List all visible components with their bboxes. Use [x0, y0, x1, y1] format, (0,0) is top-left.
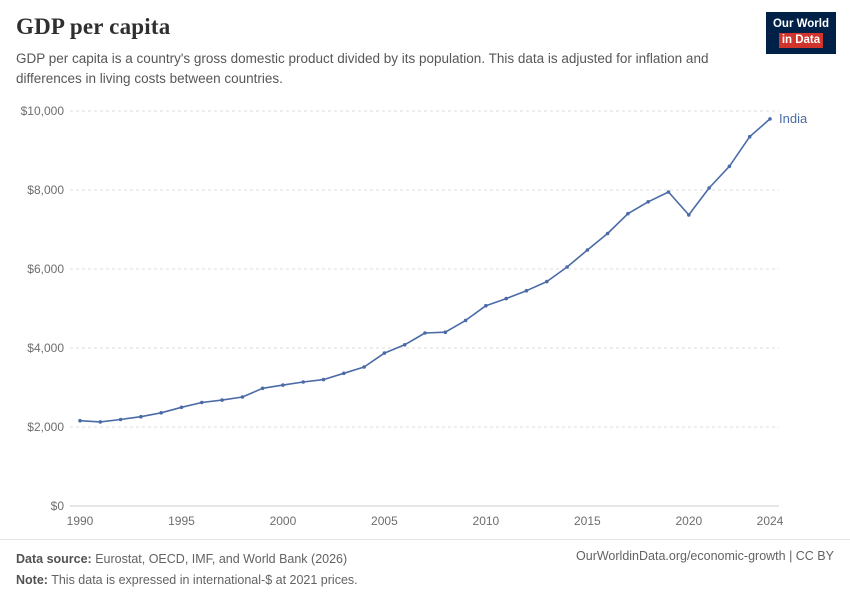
data-point[interactable] — [605, 231, 610, 236]
data-point[interactable] — [707, 186, 711, 190]
data-point[interactable] — [402, 343, 407, 347]
x-tick-label: 1990 — [67, 514, 94, 528]
data-point[interactable] — [200, 400, 204, 405]
x-tick-label: 2010 — [473, 514, 500, 528]
footer-source-note: Data source: Eurostat, OECD, IMF, and Wo… — [16, 549, 358, 590]
data-point[interactable] — [727, 164, 732, 169]
data-point[interactable] — [768, 117, 772, 121]
x-tick-label: 2020 — [675, 514, 702, 528]
data-point[interactable] — [747, 134, 752, 139]
data-source-line: Data source: Eurostat, OECD, IMF, and Wo… — [16, 549, 358, 570]
y-tick-label: $6,000 — [27, 262, 64, 276]
note-label: Note: — [16, 572, 48, 587]
owid-logo-line1: Our World — [772, 18, 829, 30]
data-point[interactable] — [463, 318, 468, 323]
y-tick-label: $10,000 — [21, 104, 65, 118]
data-point[interactable] — [179, 405, 184, 410]
data-point[interactable] — [139, 414, 143, 419]
page-title: GDP per capita — [16, 14, 171, 39]
data-point[interactable] — [301, 380, 306, 384]
data-source-text: Eurostat, OECD, IMF, and World Bank (202… — [91, 552, 348, 566]
data-point[interactable] — [260, 386, 265, 391]
data-point[interactable] — [321, 377, 326, 382]
data-point[interactable] — [626, 211, 630, 216]
data-point[interactable] — [443, 330, 448, 334]
data-point[interactable] — [362, 365, 366, 369]
chart-area: $0 $2,000 $4,000 $6,000 $8,000 $10,000 1990 199… — [0, 96, 850, 536]
data-point[interactable] — [565, 265, 569, 269]
x-tick-label: 2024 — [757, 514, 784, 528]
x-tick-label: 1995 — [168, 514, 195, 528]
data-point[interactable] — [118, 417, 123, 422]
data-point[interactable] — [281, 383, 285, 387]
x-tick-label: 2000 — [270, 514, 297, 528]
data-point[interactable] — [159, 411, 163, 415]
data-point[interactable] — [78, 418, 82, 423]
data-point[interactable] — [423, 331, 427, 335]
data-point[interactable] — [666, 190, 671, 194]
y-tick-label: $4,000 — [27, 341, 64, 355]
series-line-india[interactable] — [79, 118, 771, 423]
data-point[interactable] — [220, 398, 224, 402]
chart-subtitle: GDP per capita is a country's gross dome… — [16, 51, 709, 87]
chart-footer: Data source: Eurostat, OECD, IMF, and Wo… — [0, 539, 850, 600]
y-tick-label: $2,000 — [27, 420, 64, 434]
y-tick-label: $0 — [51, 499, 65, 513]
note-line: Note: This data is expressed in internat… — [16, 570, 358, 591]
data-point[interactable] — [646, 200, 650, 204]
x-tick-label: 2005 — [371, 514, 398, 528]
chart-header: GDP per capita GDP per capita is a count… — [0, 0, 850, 90]
owid-logo[interactable]: Our World in Data — [765, 12, 836, 54]
owid-logo-line2: in Data — [778, 32, 824, 48]
gdp-line-chart[interactable]: $0 $2,000 $4,000 $6,000 $8,000 $10,000 1990 199… — [0, 96, 850, 536]
data-point[interactable] — [484, 303, 488, 308]
data-point[interactable] — [687, 213, 691, 217]
data-point[interactable] — [504, 296, 509, 301]
owid-attribution-link[interactable]: OurWorldinData.org/economic-growth | CC … — [576, 549, 834, 563]
data-point[interactable] — [545, 279, 549, 284]
data-point[interactable] — [524, 288, 529, 293]
x-tick-label: 2015 — [574, 514, 601, 528]
data-point[interactable] — [585, 248, 590, 252]
data-source-label: Data source: — [16, 552, 92, 566]
note-text: This data is expressed in international-… — [47, 572, 358, 587]
data-point[interactable] — [98, 420, 103, 424]
y-tick-label: $8,000 — [27, 183, 64, 197]
data-point[interactable] — [240, 395, 245, 399]
data-point[interactable] — [382, 351, 387, 355]
data-point[interactable] — [342, 371, 346, 376]
series-end-label: India — [779, 111, 808, 126]
